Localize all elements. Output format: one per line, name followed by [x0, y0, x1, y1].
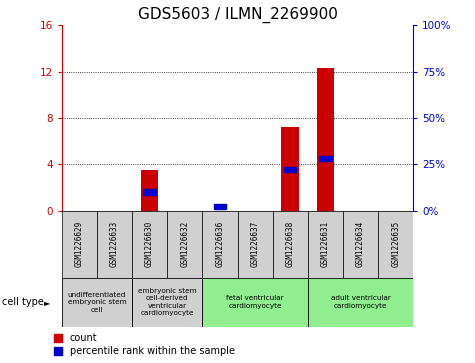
Text: GSM1226636: GSM1226636 [216, 221, 224, 267]
Text: GSM1226630: GSM1226630 [145, 221, 154, 267]
Bar [141, 170, 158, 211]
Text: GSM1226637: GSM1226637 [251, 221, 259, 267]
Bar [378, 211, 413, 278]
Bar [202, 211, 238, 278]
Text: GSM1226629: GSM1226629 [75, 221, 84, 267]
Text: GSM1226634: GSM1226634 [356, 221, 365, 267]
Text: cell type: cell type [2, 297, 44, 307]
Bar [143, 189, 156, 195]
Text: GSM1226632: GSM1226632 [180, 221, 189, 267]
Bar [132, 211, 167, 278]
Bar [167, 211, 202, 278]
Bar [319, 156, 332, 161]
Text: embryonic stem
cell-derived
ventricular
cardiomyocyte: embryonic stem cell-derived ventricular … [138, 288, 197, 317]
Text: fetal ventricular
cardiomyocyte: fetal ventricular cardiomyocyte [226, 295, 284, 309]
Bar [281, 127, 299, 211]
Bar [308, 278, 413, 327]
Bar [284, 167, 296, 172]
Bar [132, 278, 202, 327]
Text: GSM1226631: GSM1226631 [321, 221, 330, 267]
Bar [62, 278, 132, 327]
Bar [97, 211, 132, 278]
Text: GSM1226633: GSM1226633 [110, 221, 119, 267]
Text: ►: ► [44, 298, 51, 307]
Text: GSM1226635: GSM1226635 [391, 221, 400, 267]
Text: undifferentiated
embryonic stem
cell: undifferentiated embryonic stem cell [67, 292, 126, 313]
Text: GSM1226638: GSM1226638 [286, 221, 294, 267]
Title: GDS5603 / ILMN_2269900: GDS5603 / ILMN_2269900 [138, 7, 337, 23]
Bar [238, 211, 273, 278]
Bar [343, 211, 378, 278]
Bar [62, 211, 97, 278]
Bar [202, 278, 308, 327]
Bar [316, 68, 334, 211]
Legend: count, percentile rank within the sample: count, percentile rank within the sample [52, 331, 237, 358]
Bar [308, 211, 343, 278]
Bar [214, 204, 226, 209]
Text: adult ventricular
cardiomyocyte: adult ventricular cardiomyocyte [331, 295, 390, 309]
Bar [273, 211, 308, 278]
